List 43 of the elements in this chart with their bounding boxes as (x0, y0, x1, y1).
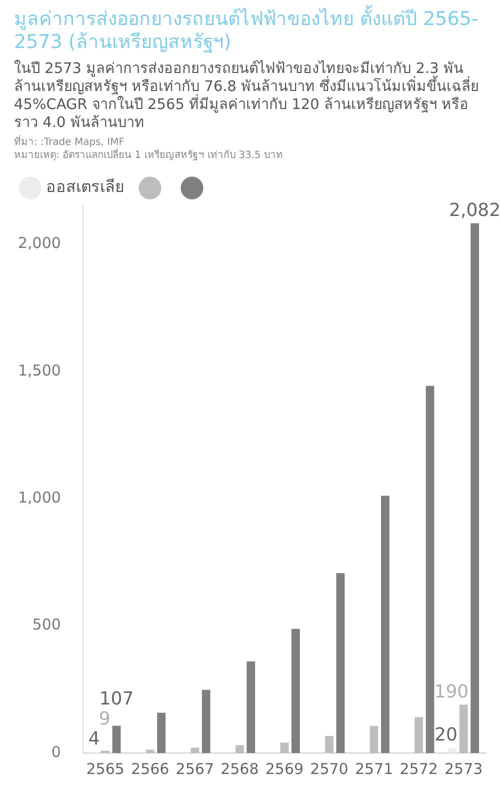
y-tick-label: 2,000 (18, 234, 61, 252)
bar (470, 223, 480, 753)
x-tick-label: 2568 (220, 760, 259, 778)
y-tick-label: 1,500 (18, 361, 61, 380)
bar (202, 690, 210, 753)
bar (370, 726, 378, 753)
x-tick-label: 2567 (176, 760, 214, 778)
y-tick-label: 1,000 (18, 488, 61, 506)
bar (426, 386, 434, 753)
x-tick-label: 2571 (354, 760, 394, 778)
x-tick-label: 2573 (444, 760, 483, 778)
x-tick-label: 2572 (400, 760, 438, 778)
bar (448, 748, 457, 753)
bar (112, 726, 121, 753)
bar (291, 628, 300, 753)
data-label: 20 (434, 724, 458, 746)
bar (190, 748, 200, 753)
data-label: 2,082 (449, 200, 500, 221)
bar (157, 712, 166, 753)
data-label: 190 (434, 681, 469, 702)
legend-label: ออสเตรเลีย (46, 177, 124, 196)
y-tick-label: 500 (32, 616, 61, 634)
bar (235, 745, 244, 753)
bar (381, 496, 390, 753)
x-tick-label: 2566 (131, 760, 170, 778)
x-tick-label: 2570 (310, 760, 348, 778)
data-label: 9 (98, 708, 110, 730)
chart-title: มูลค่าการส่งออกยางรถยนต์ไฟฟ้าของไทย ตั้งแต่ปี 2565-2573 (ล้านเหรียญสหรัฐฯ) (13, 4, 480, 54)
data-label: 4 (88, 728, 100, 750)
text: หมายเหตุ: อัตราแลกเปลี่ยน 1 เหรียญสหรัฐฯ เท่ากับ 33.5 บาท (13, 149, 284, 162)
bar (146, 750, 154, 753)
text: ที่มา: :Trade Maps, IMF (13, 136, 124, 148)
x-tick-label: 2565 (86, 760, 124, 778)
bar (246, 661, 256, 753)
y-tick-label: 0 (51, 742, 61, 761)
bar (459, 704, 468, 753)
data-label: 107 (99, 688, 134, 710)
bar (325, 736, 334, 753)
x-tick-label: 2569 (265, 760, 304, 778)
bar (336, 573, 345, 753)
bar (280, 742, 289, 753)
chart-subtitle: ในปี 2573 มูลค่าการส่งออกยางรถยนต์ไฟฟ้าของไทยจะมีเท่ากับ 2.3 พันล้านเหรียญสหรัฐฯ หรือเท่ากับ 76.8 พันล้านบาท ซึ่งมีแนวโน้มเพิ่มขึ้นเฉลี่ย 45%CAGR จากในปี 2565 ที่มีมูลค่าเท่ากับ 120 ล้านเหรียญสหรัฐฯ หรือราว 4.0 พันล้านบาท (13, 58, 480, 132)
bar (414, 717, 424, 753)
